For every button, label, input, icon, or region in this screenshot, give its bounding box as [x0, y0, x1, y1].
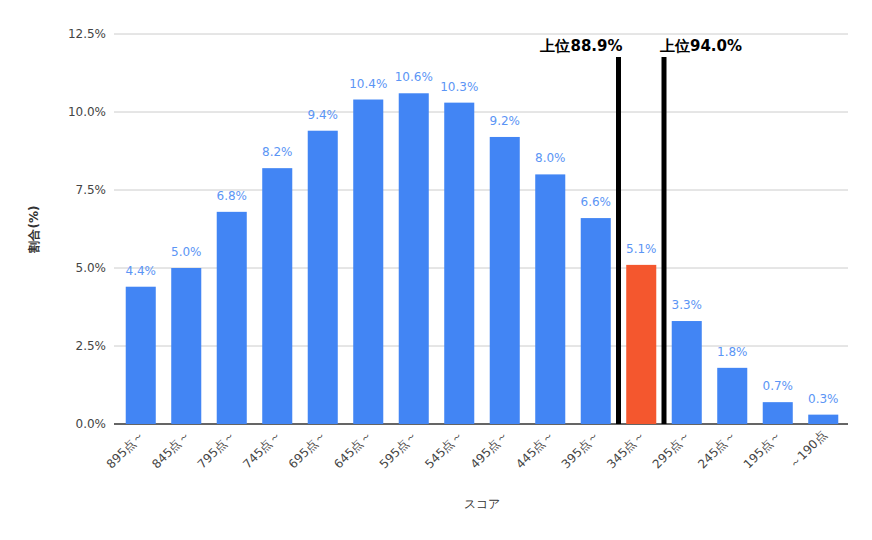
- bar: [763, 402, 793, 424]
- x-tick-label: 745点～: [240, 428, 283, 471]
- x-tick-label: 495点～: [468, 428, 511, 471]
- y-tick-label: 7.5%: [76, 183, 107, 197]
- grid-line: [114, 34, 848, 35]
- bar: [353, 100, 383, 424]
- x-tick-label: 595点～: [377, 428, 420, 471]
- data-label: 9.4%: [308, 108, 339, 122]
- x-tick-label: 845点～: [149, 428, 192, 471]
- annotation-line: [662, 57, 667, 424]
- x-tick-label: 395点～: [559, 428, 602, 471]
- data-label: 6.6%: [581, 195, 612, 209]
- y-tick-label: 2.5%: [76, 339, 107, 353]
- grid-line: [114, 112, 848, 113]
- data-label: 10.6%: [395, 70, 433, 84]
- bar: [490, 137, 520, 424]
- bar: [171, 268, 201, 424]
- annotation: 上位94.0%: [659, 37, 742, 55]
- x-tick-label: 895点～: [104, 428, 147, 471]
- bar: [581, 218, 611, 424]
- y-tick-label: 5.0%: [76, 261, 107, 275]
- x-tick-label: 245点～: [695, 428, 738, 471]
- bar: [126, 287, 156, 424]
- bar: [672, 321, 702, 424]
- bar: [399, 93, 429, 424]
- bar: [217, 212, 247, 424]
- data-label: 8.0%: [535, 151, 566, 165]
- data-label: 6.8%: [217, 189, 248, 203]
- y-tick-label: 12.5%: [68, 27, 106, 41]
- chart: 0.0% 2.5% 5.0% 7.5% 10.0% 12.5% 4.4% 5.0% 6.8% 8.…: [0, 0, 872, 540]
- x-tick-label: 295点～: [650, 428, 693, 471]
- x-tick-label: 445点～: [513, 428, 556, 471]
- x-tick-label: 695点～: [286, 428, 329, 471]
- bar: [626, 265, 656, 424]
- x-tick-label: 645点～: [331, 428, 374, 471]
- y-axis-title: 割合(%): [27, 206, 41, 254]
- data-label: 0.3%: [808, 392, 839, 406]
- bar: [444, 103, 474, 424]
- bars: [126, 93, 839, 424]
- data-label: 4.4%: [126, 264, 157, 278]
- bar: [808, 415, 838, 424]
- data-label: 3.3%: [672, 298, 703, 312]
- data-label: 8.2%: [262, 145, 293, 159]
- data-label: 0.7%: [763, 379, 794, 393]
- bar: [717, 368, 747, 424]
- data-label: 9.2%: [490, 114, 521, 128]
- annotation: 上位88.9%: [539, 37, 622, 55]
- x-tick-label: 195点～: [741, 428, 784, 471]
- bar: [535, 174, 565, 424]
- annotation-line: [616, 57, 621, 424]
- data-label: 10.3%: [440, 80, 478, 94]
- data-label: 1.8%: [717, 345, 748, 359]
- x-tick-label: ～190点: [786, 428, 829, 471]
- data-label: 10.4%: [349, 77, 387, 91]
- x-tick-label: 795点～: [195, 428, 238, 471]
- data-label: 5.1%: [626, 242, 657, 256]
- bar: [262, 168, 292, 424]
- y-tick-label: 0.0%: [76, 417, 107, 431]
- bar: [308, 131, 338, 424]
- data-label: 5.0%: [171, 245, 202, 259]
- x-axis-title: スコア: [464, 497, 500, 511]
- y-tick-label: 10.0%: [68, 105, 106, 119]
- x-tick-label: 345点～: [604, 428, 647, 471]
- x-tick-label: 545点～: [422, 428, 465, 471]
